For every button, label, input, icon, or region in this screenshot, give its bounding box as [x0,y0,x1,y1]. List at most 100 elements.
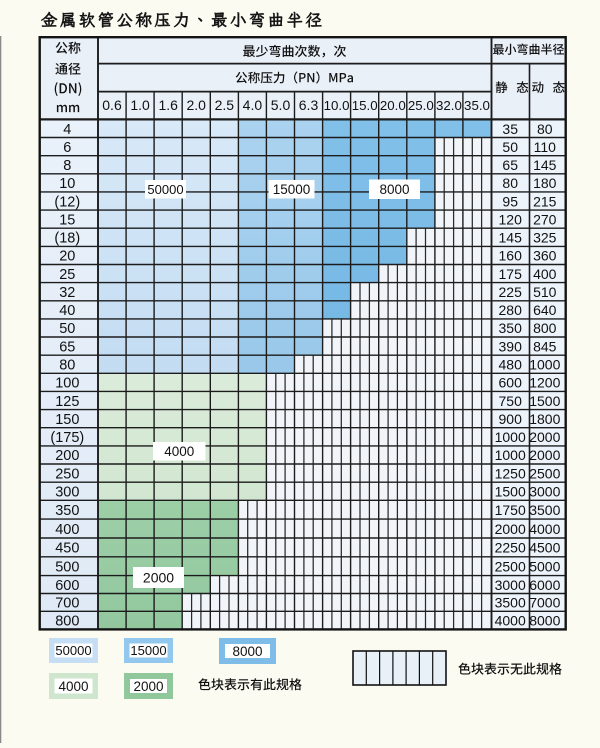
svg-text:2500: 2500 [529,465,560,481]
svg-text:35.0: 35.0 [464,98,490,113]
svg-text:80: 80 [502,175,518,191]
svg-text:25: 25 [59,267,75,283]
svg-text:1500: 1500 [529,393,560,409]
svg-text:500: 500 [55,560,79,576]
svg-text:280: 280 [499,302,523,318]
svg-text:(175): (175) [50,430,84,446]
svg-text:1500: 1500 [495,484,526,500]
svg-text:32: 32 [59,285,75,301]
svg-text:400: 400 [55,522,79,538]
svg-text:3500: 3500 [529,502,560,518]
svg-text:15.0: 15.0 [352,98,378,113]
svg-text:845: 845 [533,338,557,354]
svg-text:5000: 5000 [529,559,560,575]
svg-text:32.0: 32.0 [436,98,462,113]
svg-text:10: 10 [59,176,75,192]
svg-text:2000: 2000 [529,447,560,463]
svg-text:200: 200 [55,448,79,464]
svg-text:2000: 2000 [495,521,526,537]
svg-text:8000: 8000 [379,182,409,197]
svg-text:600: 600 [55,578,79,594]
svg-text:1800: 1800 [529,411,560,427]
svg-text:2000: 2000 [143,570,174,586]
svg-text:95: 95 [502,193,518,209]
svg-text:400: 400 [533,266,557,282]
svg-text:1.6: 1.6 [158,97,178,113]
svg-text:65: 65 [59,339,75,355]
svg-text:6000: 6000 [529,577,560,593]
svg-text:15000: 15000 [273,182,311,197]
svg-text:1250: 1250 [495,465,526,481]
svg-text:300: 300 [55,485,79,501]
svg-text:50000: 50000 [147,182,183,197]
svg-text:2000: 2000 [529,429,560,445]
svg-text:2000: 2000 [133,679,163,694]
svg-text:480: 480 [499,357,523,373]
svg-text:180: 180 [533,175,557,191]
svg-text:50000: 50000 [55,643,91,658]
svg-text:2.0: 2.0 [186,97,206,113]
svg-text:225: 225 [499,284,523,300]
svg-text:1000: 1000 [529,357,560,373]
svg-text:2500: 2500 [495,559,526,575]
svg-text:600: 600 [499,375,523,391]
svg-text:15: 15 [59,212,75,228]
svg-text:1200: 1200 [529,375,560,391]
svg-text:80: 80 [59,358,75,374]
svg-text:145: 145 [533,157,557,173]
svg-text:175: 175 [499,266,523,282]
svg-text:7000: 7000 [529,595,560,611]
svg-text:6.3: 6.3 [299,97,319,113]
svg-text:100: 100 [55,376,79,392]
svg-text:35: 35 [502,121,518,137]
svg-text:8: 8 [63,158,71,174]
svg-text:750: 750 [499,393,523,409]
svg-text:25.0: 25.0 [408,98,434,113]
svg-text:640: 640 [533,302,557,318]
svg-text:8000: 8000 [232,644,262,659]
svg-text:2.5: 2.5 [215,97,235,113]
svg-text:145: 145 [499,230,523,246]
svg-text:65: 65 [502,157,518,173]
svg-text:900: 900 [499,411,523,427]
svg-text:5.0: 5.0 [271,97,291,113]
svg-text:2250: 2250 [495,540,526,556]
svg-text:3500: 3500 [495,595,526,611]
svg-text:4500: 4500 [529,540,560,556]
svg-text:(12): (12) [54,194,80,210]
svg-text:250: 250 [55,466,79,482]
svg-text:350: 350 [499,320,523,336]
svg-text:1.0: 1.0 [130,97,150,113]
svg-text:350: 350 [55,503,79,519]
svg-text:(18): (18) [54,231,80,247]
svg-text:510: 510 [533,284,557,300]
svg-text:325: 325 [533,230,557,246]
svg-text:125: 125 [55,394,79,410]
svg-text:390: 390 [499,338,523,354]
svg-text:360: 360 [533,248,557,264]
svg-text:80: 80 [537,121,553,137]
svg-text:215: 215 [533,193,557,209]
svg-text:700: 700 [55,596,79,612]
svg-text:4.0: 4.0 [243,97,263,113]
svg-text:6: 6 [63,140,71,156]
svg-text:50: 50 [59,321,75,337]
svg-text:50: 50 [502,139,518,155]
svg-text:800: 800 [533,320,557,336]
svg-text:3000: 3000 [529,484,560,500]
svg-text:150: 150 [55,412,79,428]
svg-text:0.6: 0.6 [102,97,122,113]
svg-text:4000: 4000 [495,613,526,629]
svg-text:160: 160 [499,248,523,264]
svg-text:4000: 4000 [164,444,194,459]
svg-text:1750: 1750 [495,502,526,518]
svg-text:4000: 4000 [529,521,560,537]
svg-text:20: 20 [59,249,75,265]
svg-text:800: 800 [55,614,79,630]
svg-text:3000: 3000 [495,577,526,593]
svg-text:120: 120 [499,211,523,227]
svg-text:15000: 15000 [130,643,166,658]
svg-text:1000: 1000 [495,447,526,463]
svg-text:10.0: 10.0 [324,98,350,113]
svg-text:450: 450 [55,541,79,557]
